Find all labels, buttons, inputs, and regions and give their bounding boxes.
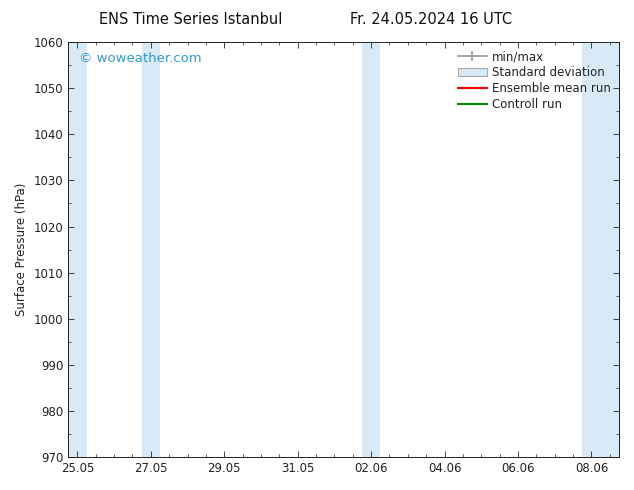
Y-axis label: Surface Pressure (hPa): Surface Pressure (hPa)	[15, 183, 28, 316]
Bar	[582, 42, 619, 457]
Text: ENS Time Series Istanbul: ENS Time Series Istanbul	[98, 12, 282, 27]
Text: © woweather.com: © woweather.com	[79, 52, 202, 66]
Bar	[362, 42, 380, 457]
Bar	[68, 42, 86, 457]
Text: Fr. 24.05.2024 16 UTC: Fr. 24.05.2024 16 UTC	[350, 12, 512, 27]
Bar	[141, 42, 160, 457]
Legend: min/max, Standard deviation, Ensemble mean run, Controll run: min/max, Standard deviation, Ensemble me…	[455, 48, 613, 114]
